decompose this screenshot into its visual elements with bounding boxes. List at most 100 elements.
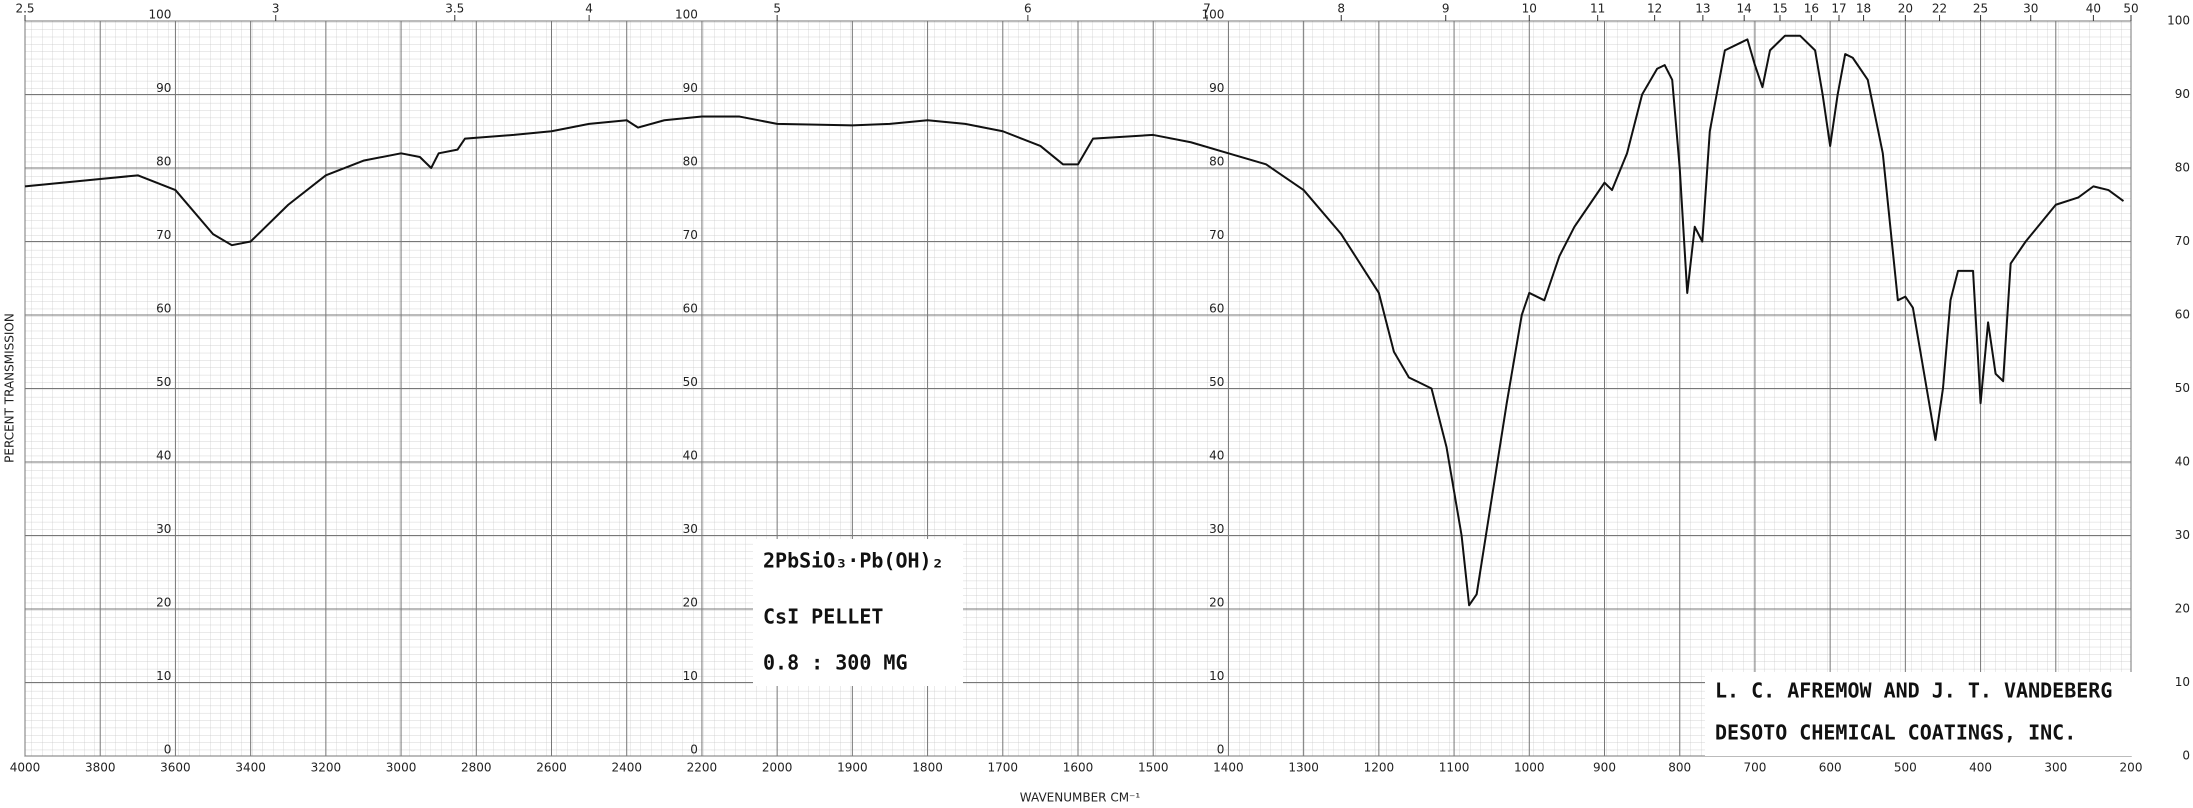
x-tick-label: 3000	[386, 761, 417, 775]
x-tick-label: 600	[1819, 761, 1842, 775]
credit-company: DESOTO CHEMICAL COATINGS, INC.	[1715, 721, 2076, 745]
x2-tick-label: 6	[1024, 2, 1032, 16]
y-tick-label: 0	[690, 743, 698, 757]
x-tick-label: 900	[1593, 761, 1616, 775]
y-tick-label: 80	[683, 155, 698, 169]
x2-tick-label: 30	[2023, 2, 2038, 16]
y-tick-label: 10	[683, 669, 698, 683]
x-tick-label: 3600	[160, 761, 191, 775]
y-tick-label: 0	[2182, 749, 2190, 763]
x-tick-label: 200	[2120, 761, 2143, 775]
x2-tick-label: 13	[1695, 2, 1710, 16]
y-tick-label: 100	[149, 8, 172, 22]
sample-formula: 2PbSiO₃·Pb(OH)₂	[763, 549, 944, 573]
x2-tick-label: 40	[2086, 2, 2101, 16]
x-tick-label: 1600	[1063, 761, 1094, 775]
x-axis-title: WAVENUMBER CM⁻¹	[1020, 791, 1141, 805]
x2-tick-label: 9	[1442, 2, 1450, 16]
y-tick-label: 100	[675, 8, 698, 22]
y-tick-label: 30	[2175, 528, 2190, 542]
x-tick-label: 400	[1969, 761, 1992, 775]
x-tick-label: 1800	[912, 761, 943, 775]
x2-tick-label: 7	[1203, 2, 1211, 16]
x-tick-label: 3400	[235, 761, 266, 775]
y-tick-label: 50	[2175, 381, 2190, 395]
x-tick-label: 500	[1894, 761, 1917, 775]
x2-tick-label: 2.5	[15, 2, 34, 16]
y-tick-label: 50	[156, 375, 171, 389]
y-tick-label: 60	[683, 302, 698, 316]
x2-tick-label: 4	[585, 2, 593, 16]
x2-tick-label: 8	[1337, 2, 1345, 16]
x-tick-label: 3200	[311, 761, 342, 775]
credit-authors: L. C. AFREMOW AND J. T. VANDEBERG	[1715, 679, 2112, 703]
x-tick-label: 1200	[1364, 761, 1395, 775]
x2-tick-label: 22	[1932, 2, 1947, 16]
x-tick-label: 1900	[837, 761, 868, 775]
y-axis-title: PERCENT TRANSMISSION	[3, 313, 17, 463]
y-tick-label: 20	[2175, 602, 2190, 616]
y-tick-label: 40	[2175, 455, 2190, 469]
y-tick-label: 70	[2175, 234, 2190, 248]
y-tick-label: 60	[2175, 308, 2190, 322]
y-tick-label: 50	[683, 375, 698, 389]
x-tick-label: 1400	[1213, 761, 1244, 775]
x-tick-label: 1500	[1138, 761, 1169, 775]
y-tick-label: 40	[683, 449, 698, 463]
x2-tick-label: 3.5	[445, 2, 464, 16]
y-tick-label: 40	[156, 449, 171, 463]
y-tick-label: 80	[156, 155, 171, 169]
y-tick-label: 20	[156, 596, 171, 610]
x2-tick-label: 11	[1590, 2, 1605, 16]
x2-tick-label: 15	[1772, 2, 1787, 16]
sample-prep: CsI PELLET	[763, 605, 883, 629]
x-tick-label: 800	[1668, 761, 1691, 775]
y-tick-label: 10	[1209, 669, 1224, 683]
x2-tick-label: 25	[1973, 2, 1988, 16]
y-tick-label: 60	[1209, 302, 1224, 316]
y-tick-label: 50	[1209, 375, 1224, 389]
x2-tick-label: 14	[1737, 2, 1752, 16]
x-tick-label: 2800	[461, 761, 492, 775]
x-tick-label: 2400	[611, 761, 642, 775]
y-tick-label: 30	[156, 522, 171, 536]
y-tick-label: 0	[164, 743, 172, 757]
x-tick-label: 1100	[1439, 761, 1470, 775]
x2-tick-label: 5	[773, 2, 781, 16]
x-tick-label: 2000	[762, 761, 793, 775]
x2-tick-label: 18	[1856, 2, 1871, 16]
x2-tick-label: 3	[272, 2, 280, 16]
y-tick-label: 80	[1209, 155, 1224, 169]
x2-tick-label: 20	[1898, 2, 1913, 16]
x-tick-label: 1300	[1288, 761, 1319, 775]
y-tick-label: 100	[2167, 14, 2190, 28]
y-tick-label: 10	[2175, 675, 2190, 689]
y-tick-label: 40	[1209, 449, 1224, 463]
y-tick-label: 10	[156, 669, 171, 683]
x-tick-label: 300	[2044, 761, 2067, 775]
spectrum-line	[24, 34, 2125, 607]
x2-tick-label: 50	[2123, 2, 2138, 16]
x-tick-label: 3800	[85, 761, 116, 775]
y-tick-label: 30	[683, 522, 698, 536]
sample-box	[753, 539, 963, 686]
sample-amount: 0.8 : 300 MG	[763, 651, 908, 675]
x2-tick-label: 10	[1522, 2, 1537, 16]
y-tick-label: 90	[683, 81, 698, 95]
x-tick-label: 1700	[988, 761, 1019, 775]
y-tick-label: 70	[156, 228, 171, 242]
x2-tick-label: 12	[1647, 2, 1662, 16]
y-tick-label: 60	[156, 302, 171, 316]
x-tick-label: 2200	[687, 761, 718, 775]
y-tick-label: 70	[683, 228, 698, 242]
x-tick-label: 2600	[536, 761, 567, 775]
credit-box	[1705, 672, 2149, 756]
x2-tick-label: 16	[1804, 2, 1819, 16]
y-tick-label: 90	[1209, 81, 1224, 95]
x-tick-label: 700	[1743, 761, 1766, 775]
x-tick-label: 4000	[10, 761, 41, 775]
y-tick-label: 70	[1209, 228, 1224, 242]
x-tick-label: 1000	[1514, 761, 1545, 775]
y-tick-label: 30	[1209, 522, 1224, 536]
